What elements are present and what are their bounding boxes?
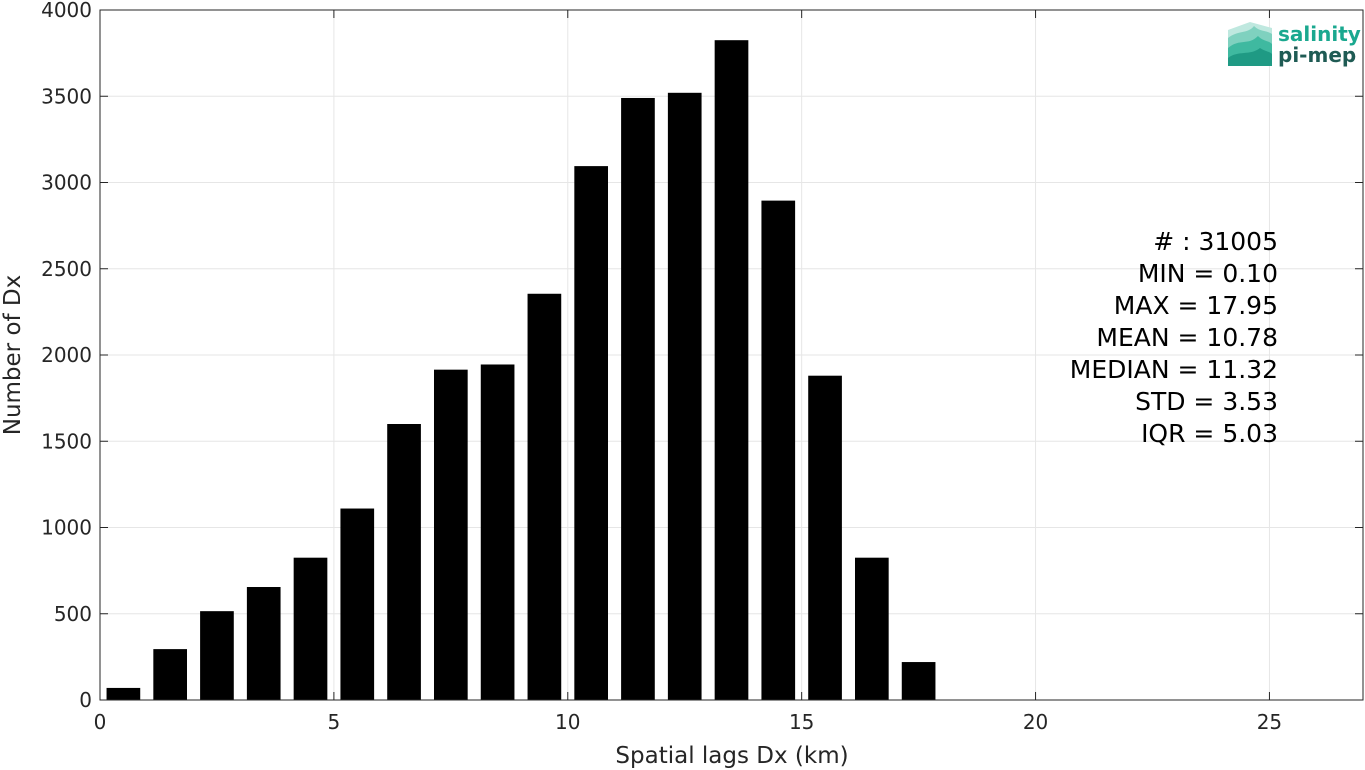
stats-line: MEAN = 10.78: [1096, 323, 1278, 352]
histogram-bar: [433, 369, 468, 700]
histogram-bar: [293, 557, 328, 700]
logo-line1: salinity: [1278, 22, 1361, 46]
stats-line: MAX = 17.95: [1114, 291, 1278, 320]
histogram-bar: [480, 364, 515, 700]
y-tick-label: 3500: [41, 84, 92, 108]
bars: [106, 40, 936, 701]
ticks: 0 5 10 15 20 25 0 500 1000 1500 2000 2500 3000 3500 40…: [41, 0, 1363, 734]
y-tick-label: 3000: [41, 171, 92, 195]
y-tick-label: 0: [79, 688, 92, 712]
y-axis-label: Number of Dx: [0, 275, 26, 436]
y-tick-label: 500: [54, 602, 92, 626]
x-tick-label: 0: [94, 710, 107, 734]
stats-annotation: # : 31005 MIN = 0.10 MAX = 17.95 MEAN = 10.…: [1070, 227, 1278, 448]
stats-line: STD = 3.53: [1135, 387, 1278, 416]
histogram-bar: [761, 200, 796, 701]
histogram-bar: [246, 587, 281, 700]
histogram-bar: [621, 97, 655, 701]
x-tick-label: 5: [328, 710, 341, 734]
histogram-bar: [200, 611, 234, 700]
stats-line: MEDIAN = 11.32: [1070, 355, 1278, 384]
histogram-bar: [854, 557, 889, 700]
histogram-bar: [901, 662, 936, 700]
y-tick-label: 1500: [41, 429, 92, 453]
histogram-bar: [667, 92, 702, 701]
histogram-bar: [527, 293, 562, 700]
histogram-bar: [574, 166, 609, 701]
logo-line2: pi-mep: [1278, 43, 1356, 67]
x-tick-label: 10: [555, 710, 580, 734]
x-tick-label: 25: [1257, 710, 1282, 734]
y-tick-label: 2500: [41, 257, 92, 281]
stats-line: # : 31005: [1153, 227, 1278, 256]
histogram-bar: [340, 508, 375, 700]
y-tick-label: 4000: [41, 0, 92, 22]
histogram-bar: [106, 687, 141, 700]
histogram-bar: [153, 649, 188, 700]
stats-line: IQR = 5.03: [1141, 419, 1278, 448]
histogram-bar: [808, 375, 842, 700]
y-tick-label: 1000: [41, 516, 92, 540]
logo-wave-icon: [1228, 22, 1272, 66]
salinity-pi-mep-logo: salinity pi-mep: [1228, 22, 1361, 67]
x-tick-label: 20: [1023, 710, 1048, 734]
histogram-bar: [714, 40, 749, 700]
histogram-bar: [387, 424, 421, 700]
x-axis-label: Spatial lags Dx (km): [615, 743, 848, 769]
stats-line: MIN = 0.10: [1138, 259, 1278, 288]
y-tick-label: 2000: [41, 343, 92, 367]
x-tick-label: 15: [789, 710, 814, 734]
